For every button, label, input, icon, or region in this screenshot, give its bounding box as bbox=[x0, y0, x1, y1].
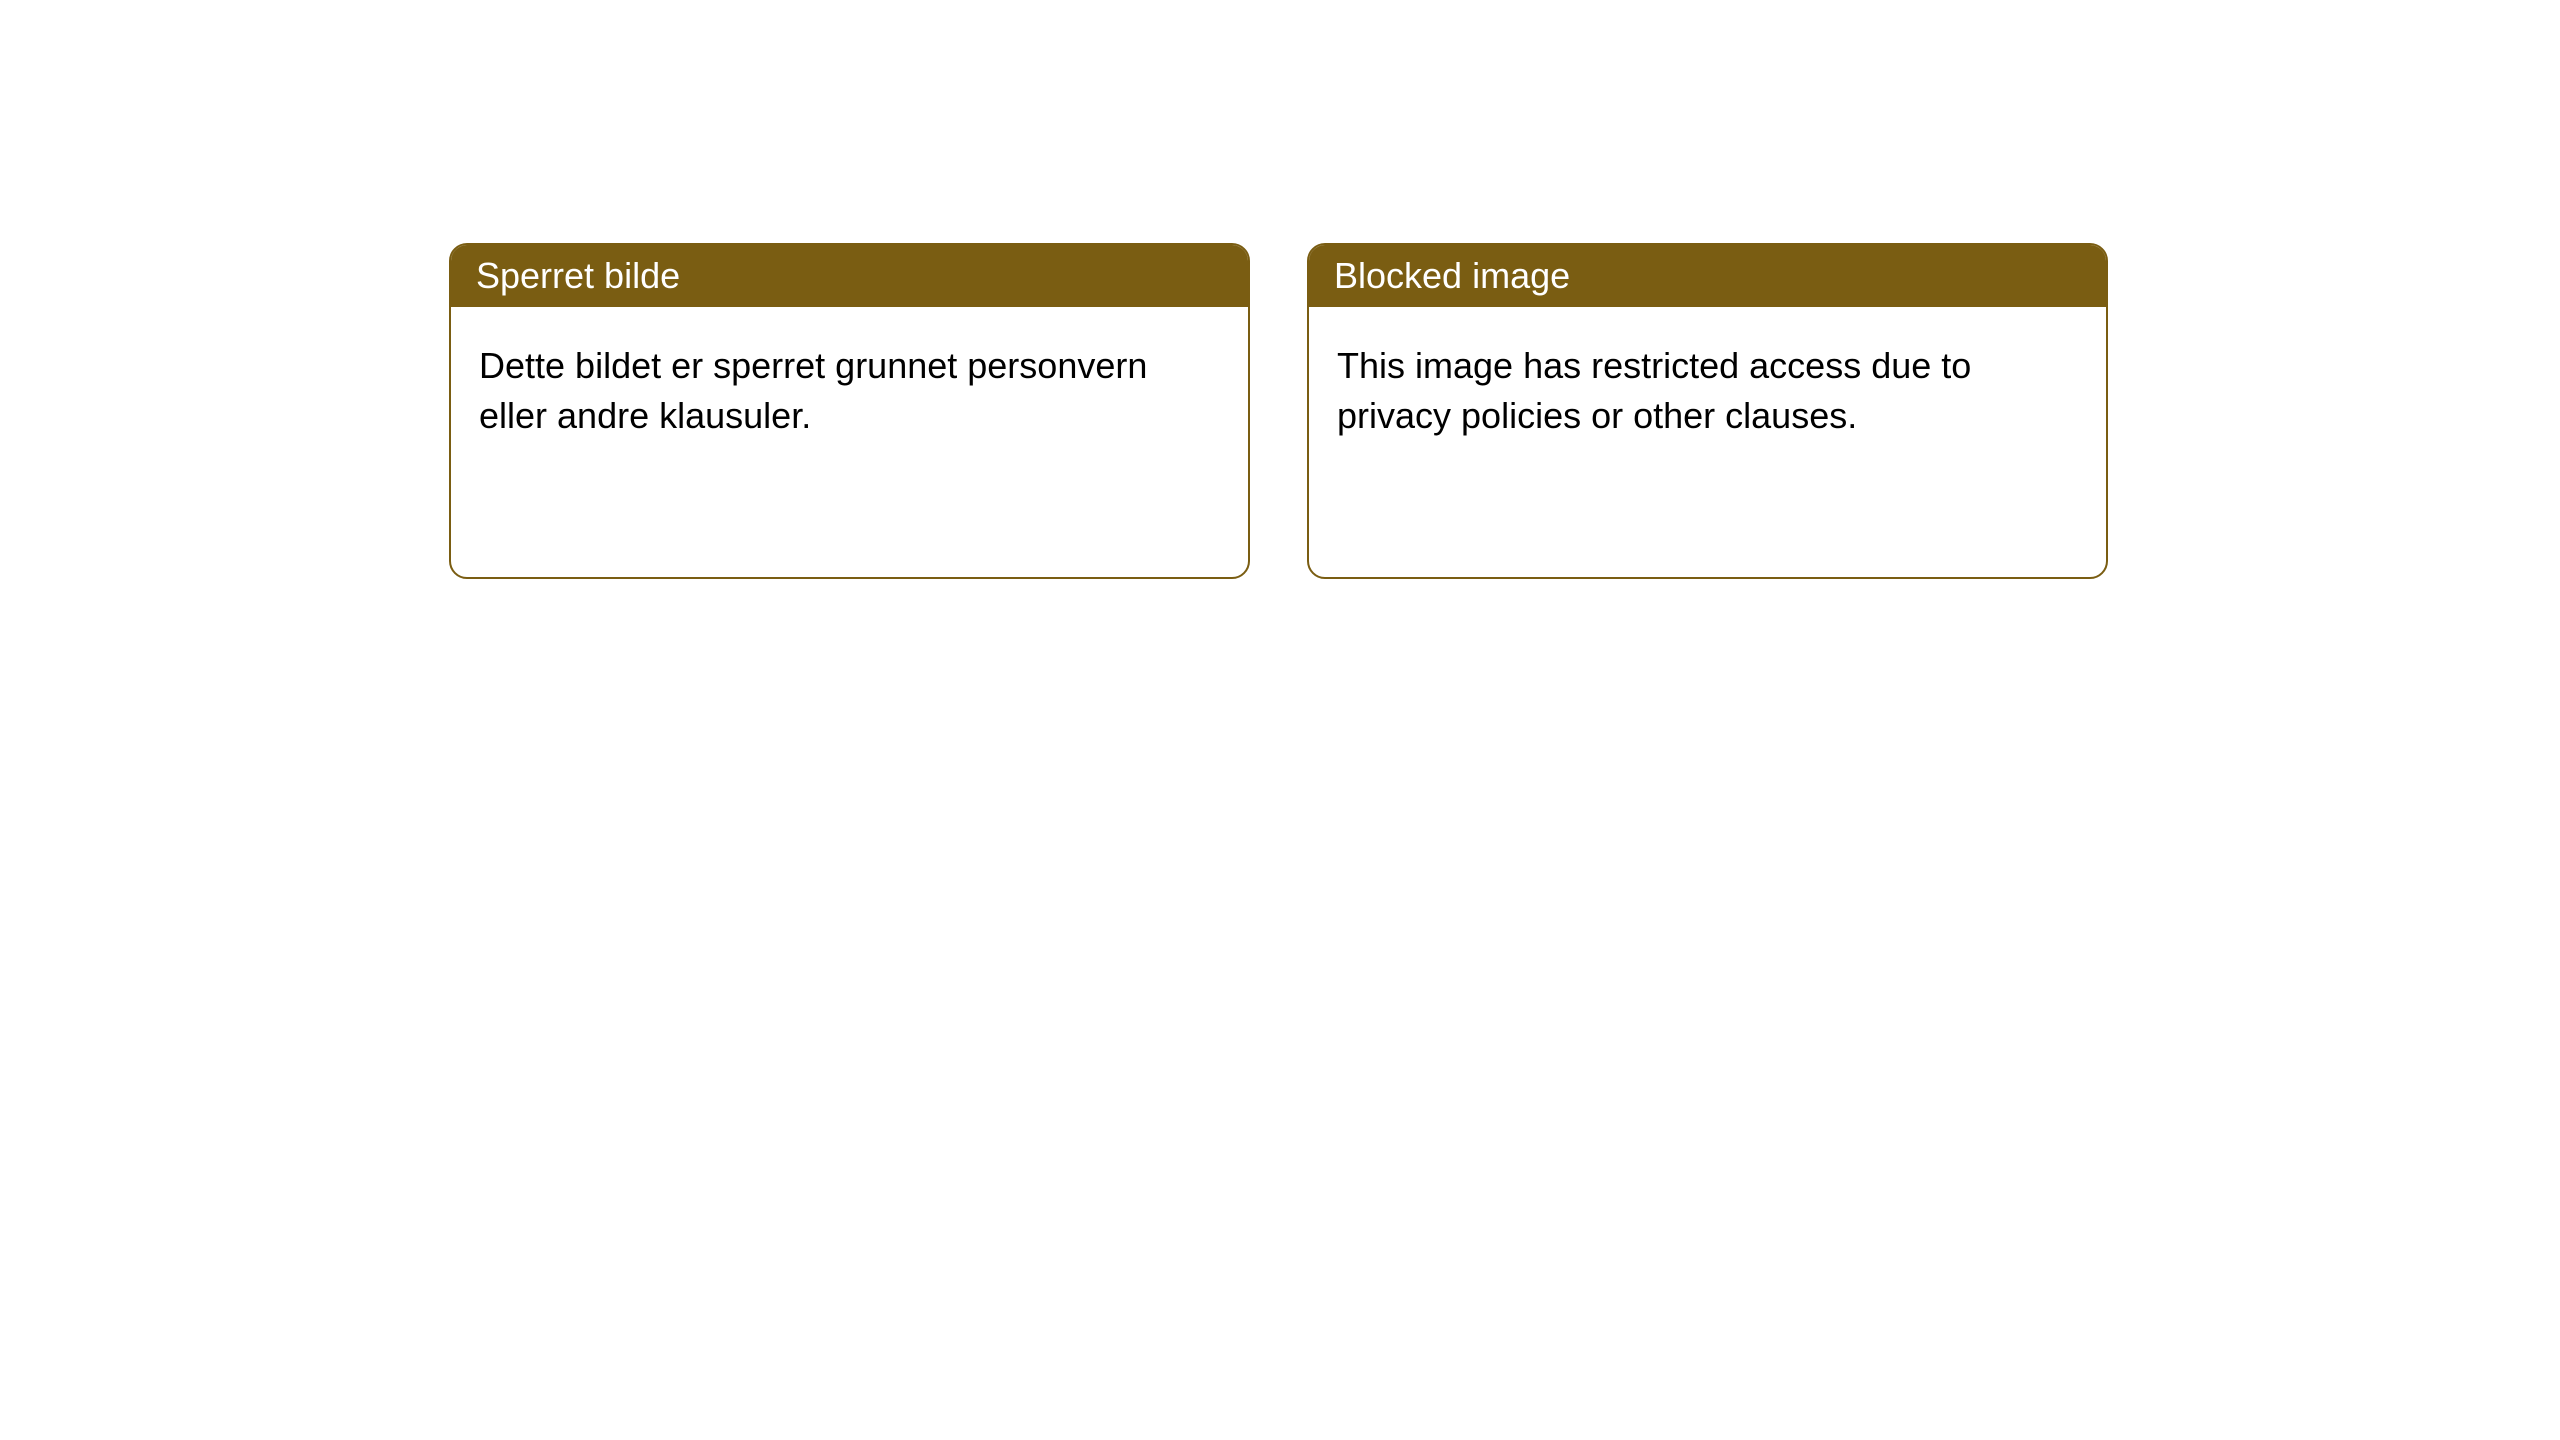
notice-title: Sperret bilde bbox=[476, 255, 680, 297]
notice-message: This image has restricted access due to … bbox=[1337, 345, 1971, 436]
notice-header: Blocked image bbox=[1309, 245, 2106, 307]
notice-header: Sperret bilde bbox=[451, 245, 1248, 307]
notice-title: Blocked image bbox=[1334, 255, 1570, 297]
notice-message: Dette bildet er sperret grunnet personve… bbox=[479, 345, 1147, 436]
notice-card-norwegian: Sperret bilde Dette bildet er sperret gr… bbox=[449, 243, 1250, 579]
notice-container: Sperret bilde Dette bildet er sperret gr… bbox=[449, 243, 2108, 579]
notice-card-english: Blocked image This image has restricted … bbox=[1307, 243, 2108, 579]
notice-body: This image has restricted access due to … bbox=[1309, 307, 2106, 476]
notice-body: Dette bildet er sperret grunnet personve… bbox=[451, 307, 1248, 476]
